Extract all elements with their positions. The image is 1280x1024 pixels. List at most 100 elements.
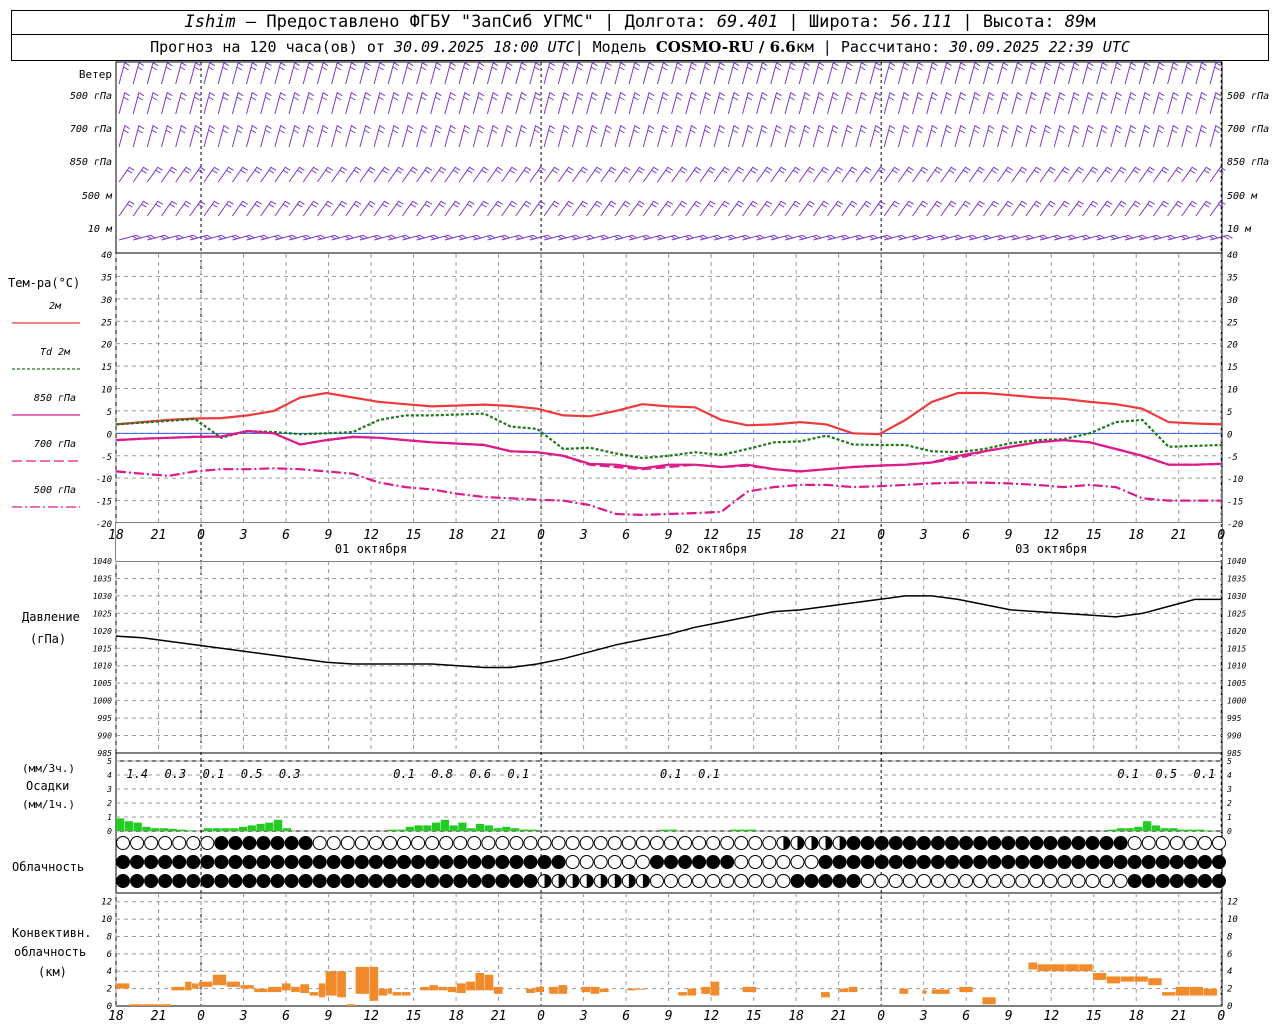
temp-tick-label: 30 — [100, 296, 112, 306]
cloud-circle — [397, 855, 412, 869]
cloud-symbol — [200, 874, 215, 888]
wind-barb — [940, 166, 957, 183]
day-label: 01 октября — [335, 542, 407, 556]
cloud-circle — [1043, 874, 1058, 888]
cloud-symbol — [902, 855, 917, 869]
wind-barb — [685, 124, 697, 148]
wind-barb — [217, 124, 230, 148]
precip-bar — [739, 829, 748, 831]
cloud-circle — [945, 874, 960, 888]
station-name: Ishim — [184, 12, 236, 32]
forecast-label: Прогноз на 120 часа(ов) от — [150, 38, 394, 56]
wind-barb — [302, 166, 319, 183]
conv-block — [581, 986, 591, 993]
wind-barb — [486, 91, 499, 115]
cloud-circle — [439, 874, 454, 888]
wind-barb — [416, 91, 428, 115]
wind-barb — [982, 91, 995, 115]
cloud-circle — [649, 874, 664, 888]
wind-barb — [203, 124, 215, 148]
wind-barb — [1096, 91, 1108, 115]
cloud-symbol — [973, 836, 988, 850]
wind-barb — [770, 61, 782, 85]
cloud-circle — [256, 855, 271, 869]
precip-tick-label: 1 — [107, 813, 112, 822]
conv-block — [198, 981, 213, 987]
wind-barb — [798, 91, 811, 115]
cloud-circle — [509, 874, 524, 888]
cloud-circle — [1029, 855, 1044, 869]
wind-barb — [869, 91, 881, 115]
wind-barb — [218, 234, 241, 241]
cloud-symbol — [270, 836, 285, 850]
wind-barb — [388, 234, 411, 241]
cloud-circle — [1099, 874, 1114, 888]
hour-tick-label: 6 — [962, 1009, 970, 1024]
temp-tick-label-right: -15 — [1227, 498, 1243, 508]
wind-level-label: 700 гПа — [70, 124, 112, 135]
temp-series-line — [115, 429, 1222, 473]
precip-3h-total: 1.4 — [126, 767, 148, 781]
precip-unit-3h: (мм/3ч.) — [22, 762, 75, 775]
wind-barb — [614, 61, 626, 85]
cloud-symbol — [973, 855, 988, 869]
wind-barb — [557, 124, 570, 148]
wind-barb — [515, 200, 532, 217]
wind-barb — [118, 200, 135, 217]
wind-barb — [997, 91, 1009, 115]
cloud-symbol — [945, 874, 960, 888]
cloud-symbol — [607, 855, 622, 869]
cloud-circle — [228, 874, 243, 888]
wind-barb — [657, 124, 669, 148]
precip-tick-label: 3 — [106, 785, 112, 794]
cloud-symbol — [144, 855, 159, 869]
precip-tick-label-right: 4 — [1227, 771, 1232, 780]
temp-tick-label: 40 — [101, 251, 112, 261]
wind-barb — [600, 166, 617, 183]
wind-barb — [1167, 166, 1184, 183]
cloud-symbol — [649, 836, 664, 850]
cloud-symbol — [551, 836, 566, 850]
cloud-symbol — [495, 836, 510, 850]
wind-barb — [146, 200, 163, 217]
wind-barb — [1167, 200, 1184, 217]
wind-barb — [501, 61, 513, 85]
wind-barb — [132, 166, 149, 183]
wind-barb — [614, 200, 631, 217]
conv-block — [959, 986, 973, 993]
cloud-symbol — [902, 836, 917, 850]
wind-barb — [175, 61, 187, 85]
precip-bar — [511, 828, 520, 831]
wind-barb — [713, 234, 737, 241]
wind-barb — [642, 91, 655, 115]
conv-block — [1079, 964, 1093, 972]
wind-barb — [1053, 91, 1066, 115]
cloud-circle — [411, 874, 426, 888]
cloud-symbol — [664, 855, 678, 869]
wind-barb — [756, 166, 773, 183]
cloud-symbol — [242, 874, 257, 888]
cloud-symbol — [509, 855, 524, 869]
cloud-half — [586, 874, 594, 888]
wind-barb — [472, 124, 485, 148]
cloud-circle — [945, 855, 960, 869]
cloud-circle — [1113, 836, 1128, 850]
wind-barb — [401, 61, 414, 85]
cloud-symbol — [959, 855, 974, 869]
cloud-symbol — [1141, 874, 1156, 888]
hour-tick-label: 15 — [406, 1009, 422, 1024]
wind-barb — [657, 200, 674, 217]
wind-barb — [628, 166, 645, 183]
hour-tick-label: 18 — [1128, 1009, 1144, 1024]
conv-block — [143, 1004, 157, 1006]
wind-barb — [1082, 61, 1094, 85]
cloud-circle — [734, 874, 749, 888]
cloud-half — [797, 836, 804, 850]
wind-barb — [118, 61, 130, 85]
wind-barb — [897, 124, 910, 148]
cloud-circle — [1113, 855, 1128, 869]
cloud-circle — [664, 855, 678, 869]
cloud-symbol — [354, 855, 369, 869]
wind-barb — [217, 200, 234, 217]
wind-barb — [515, 124, 527, 148]
